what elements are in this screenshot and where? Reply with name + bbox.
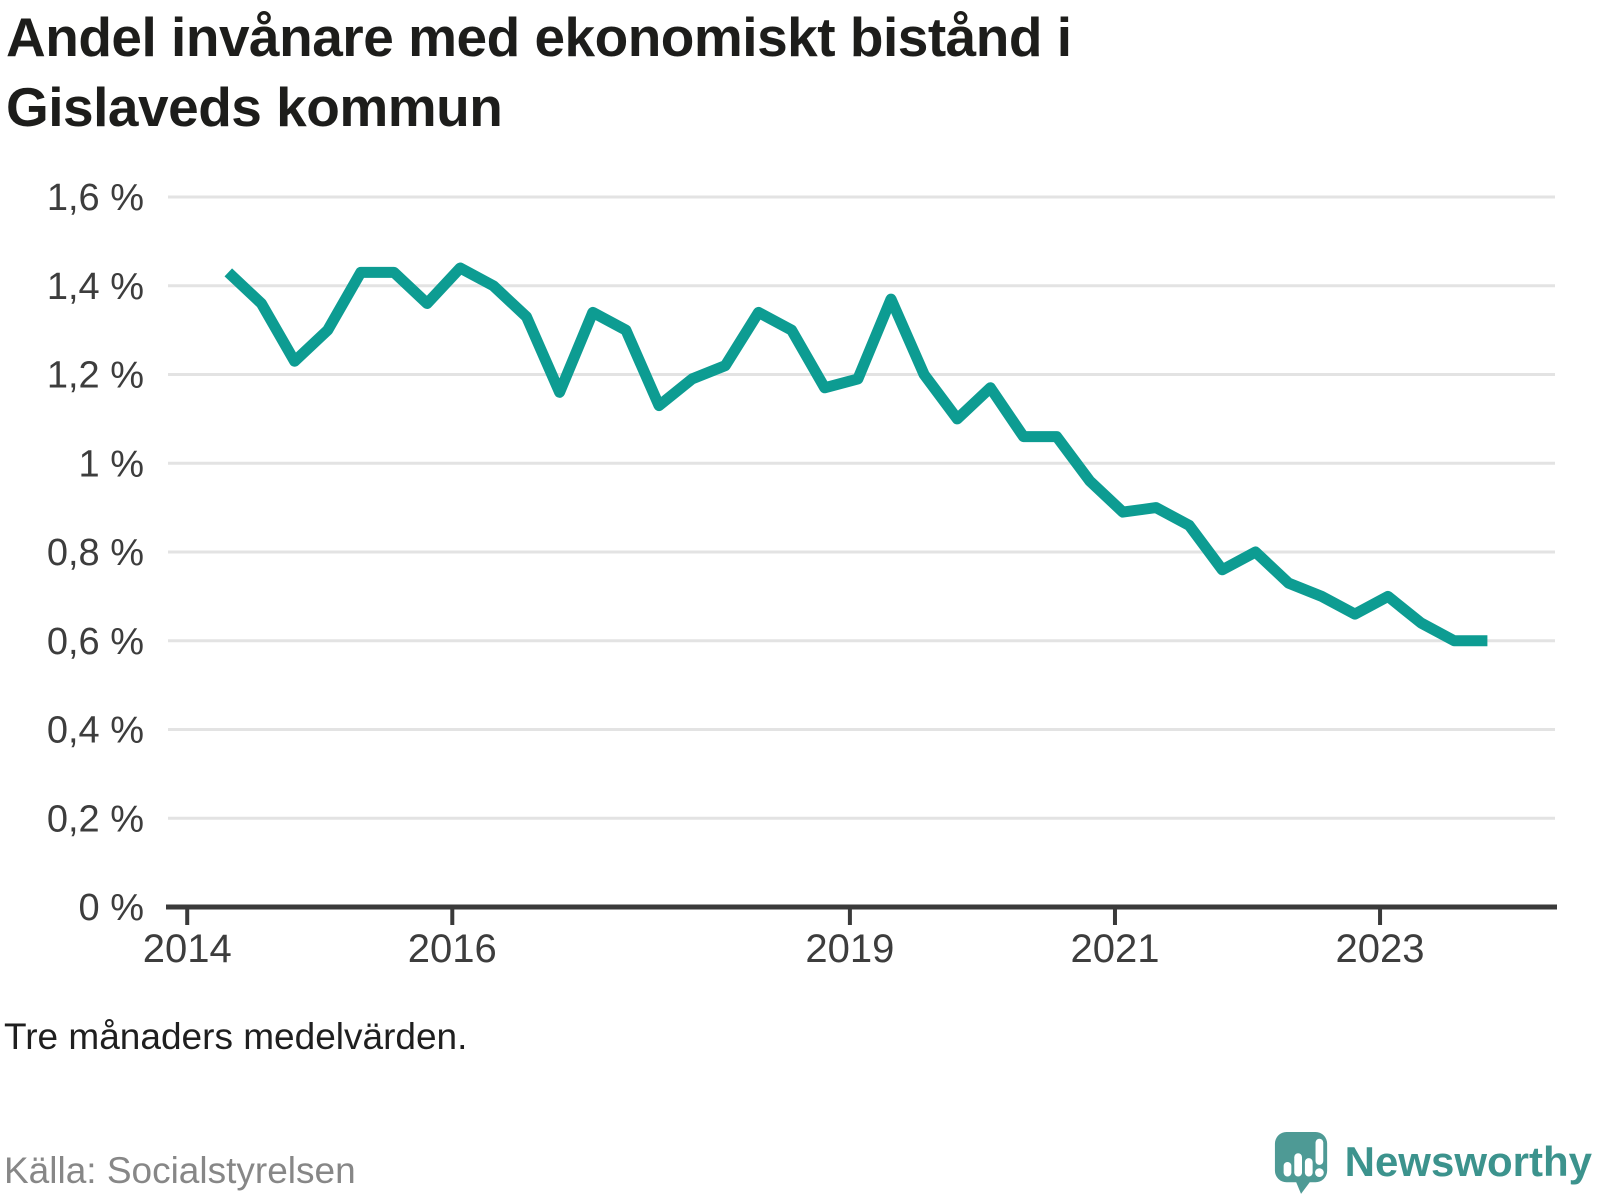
- x-axis-tick-label: 2014: [143, 927, 232, 971]
- y-axis-tick-label: 1,6 %: [47, 177, 144, 219]
- x-axis-tick-label: 2021: [1070, 927, 1159, 971]
- bar-icon-tall: [1293, 1153, 1302, 1177]
- exclamation-dot-icon: [1314, 1168, 1324, 1177]
- chart-note: Tre månaders medelvärden.: [4, 1016, 468, 1057]
- x-axis-tick-label: 2019: [805, 927, 894, 971]
- source-label: Källa: Socialstyrelsen: [4, 1150, 356, 1191]
- y-axis-tick-label: 0 %: [79, 887, 144, 929]
- y-axis-tick-label: 0,6 %: [47, 621, 144, 663]
- bar-icon-medium: [1304, 1158, 1313, 1177]
- x-axis-tick-label: 2016: [408, 927, 497, 971]
- newsworthy-logo-icon: [1274, 1132, 1327, 1194]
- page-title: Andel invånare med ekonomiskt bistånd i …: [6, 6, 1072, 138]
- line-chart: 0 % 0,2 % 0,4 % 0,6 % 0,8 % 1 % 1,2 % 1,4 % 1,6 …: [47, 177, 1557, 971]
- y-axis-tick-label: 1,2 %: [47, 355, 144, 397]
- y-axis-tick-label: 1,4 %: [47, 266, 144, 308]
- newsworthy-brand: Newsworthy: [1273, 1130, 1592, 1194]
- y-axis-tick-label: 0,4 %: [47, 710, 144, 752]
- y-axis-tick-label: 0,2 %: [47, 798, 144, 840]
- bar-icon-small: [1283, 1162, 1291, 1177]
- y-axis-tick-label: 0,8 %: [47, 532, 144, 574]
- newsworthy-wordmark: Newsworthy: [1344, 1138, 1592, 1185]
- y-axis-tick-label: 1 %: [79, 443, 144, 485]
- exclamation-bar-icon: [1315, 1138, 1323, 1165]
- x-axis-tick-label: 2023: [1336, 927, 1425, 971]
- data-line: [224, 262, 1488, 647]
